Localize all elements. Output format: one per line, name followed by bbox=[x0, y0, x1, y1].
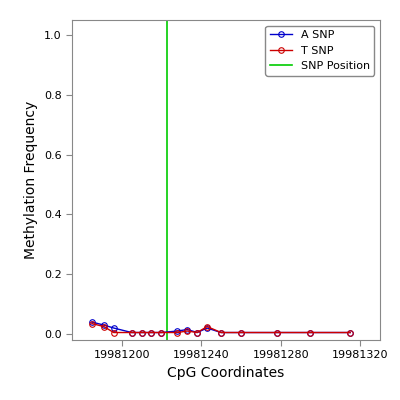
Y-axis label: Methylation Frequency: Methylation Frequency bbox=[24, 101, 38, 259]
X-axis label: CpG Coordinates: CpG Coordinates bbox=[167, 366, 285, 380]
Legend: A SNP, T SNP, SNP Position: A SNP, T SNP, SNP Position bbox=[265, 26, 374, 76]
